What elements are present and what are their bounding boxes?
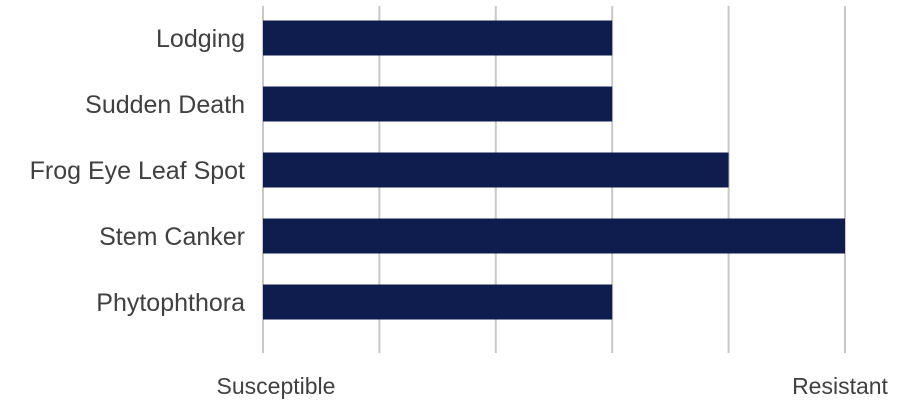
x-axis-high-label: Resistant bbox=[792, 373, 888, 399]
category-label: Stem Canker bbox=[99, 223, 245, 251]
bar-lodging bbox=[263, 20, 613, 56]
bars bbox=[263, 20, 845, 320]
bar-frog-eye-leaf-spot bbox=[263, 152, 729, 188]
bar-sudden-death bbox=[263, 86, 613, 122]
category-label: Sudden Death bbox=[85, 91, 245, 119]
bar-stem-canker bbox=[263, 218, 845, 254]
x-axis-low-label: Susceptible bbox=[217, 373, 336, 399]
bar-phytophthora bbox=[263, 284, 613, 320]
category-label: Lodging bbox=[156, 25, 245, 53]
category-label: Frog Eye Leaf Spot bbox=[30, 157, 245, 185]
category-labels: Lodging Sudden Death Frog Eye Leaf Spot Ste… bbox=[30, 25, 246, 317]
category-label: Phytophthora bbox=[96, 289, 245, 317]
